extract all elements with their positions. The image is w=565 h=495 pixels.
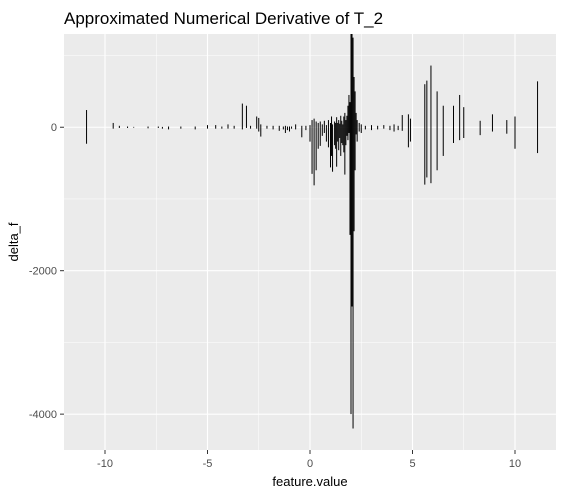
x-tick-label: 0 (307, 458, 313, 470)
y-axis: -4000 -2000 0 (29, 122, 64, 421)
y-axis-title: delta_f (6, 222, 21, 261)
x-tick-label: -10 (97, 458, 113, 470)
derivative-series (86, 34, 539, 429)
x-tick-label: 5 (409, 458, 415, 470)
chart-title: Approximated Numerical Derivative of T_2 (64, 9, 383, 28)
y-tick-label: 0 (51, 122, 57, 134)
y-tick-label: -2000 (29, 266, 57, 278)
x-tick-label: -5 (203, 458, 213, 470)
y-tick-label: -4000 (29, 409, 57, 421)
x-tick-label: 10 (509, 458, 521, 470)
x-axis: -10 -5 0 5 10 (97, 450, 521, 470)
x-axis-title: feature.value (272, 474, 347, 489)
